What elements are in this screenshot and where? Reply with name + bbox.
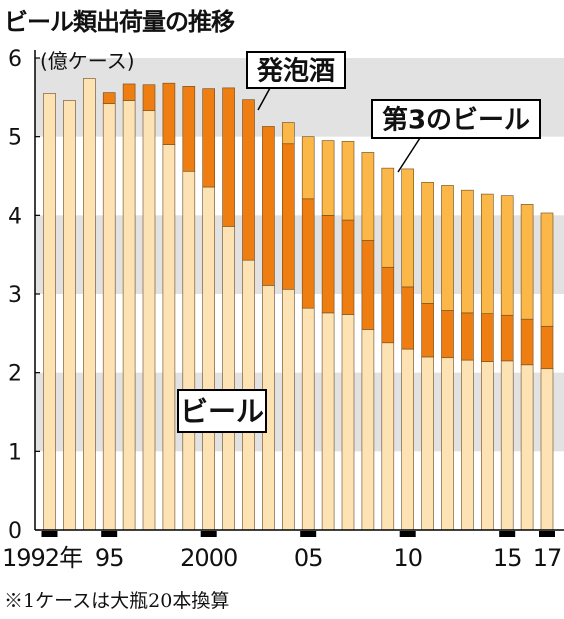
x-tick-label: 10: [393, 544, 422, 572]
bar-beer: [461, 359, 474, 531]
bar-happoshu: [421, 303, 434, 358]
bar-beer: [202, 186, 215, 531]
bar-happoshu: [361, 240, 375, 330]
bar-happoshu: [341, 219, 355, 315]
x-tick-mark: [200, 531, 217, 537]
x-tick-mark: [499, 531, 516, 537]
bar-beer: [162, 144, 176, 531]
x-tick-label: 15: [493, 544, 522, 572]
x-tick-mark: [539, 531, 555, 537]
x-tick-mark: [101, 531, 118, 537]
bar-third-beer: [321, 140, 335, 216]
bar-happoshu: [401, 286, 415, 350]
y-tick-label: 3: [8, 283, 22, 308]
bar-third-beer: [461, 189, 474, 314]
bar-beer: [401, 348, 415, 531]
bar-happoshu: [500, 314, 514, 362]
bar-third-beer: [480, 193, 494, 314]
bar-happoshu: [162, 82, 176, 145]
bar-happoshu: [242, 99, 255, 261]
bar-beer: [540, 368, 554, 531]
footnote: ※1ケースは大瓶20本換算: [4, 590, 230, 612]
beer-series-label: ビール: [180, 395, 264, 428]
y-tick-label: 0: [8, 519, 22, 544]
axis-layer: 0 1 2 3 4 5 6 1992年 95 2000 05 10 15 17: [2, 47, 564, 572]
x-tick-mark: [41, 531, 58, 537]
third-beer-series-label-leader: [397, 137, 421, 173]
beer-series-label-box: [177, 389, 267, 433]
bar-third-beer: [301, 136, 315, 200]
third-beer-series-label-box: [371, 99, 541, 139]
x-tick-label: 2000: [180, 544, 237, 572]
bar-happoshu: [182, 86, 196, 172]
bar-happoshu: [222, 87, 235, 227]
bar-beer: [281, 288, 295, 531]
x-tick-mark: [300, 531, 317, 537]
third-beer-series-label: 第3のビール: [382, 104, 530, 135]
bar-happoshu: [520, 318, 534, 366]
chart-title: ビール類出荷量の推移: [4, 8, 235, 36]
bar-happoshu: [122, 83, 136, 101]
bar-happoshu: [441, 310, 454, 359]
bar-third-beer: [361, 152, 375, 241]
bar-beer: [43, 93, 56, 531]
bar-happoshu: [540, 325, 554, 370]
bars-layer: [43, 78, 554, 531]
y-tick-label: 5: [8, 126, 22, 151]
y-tick-label: 2: [8, 362, 22, 387]
bar-beer: [361, 329, 375, 531]
bar-beer: [102, 103, 116, 531]
bar-beer: [381, 342, 395, 531]
x-tick-label: 95: [95, 544, 124, 572]
y-tick-label: 6: [8, 47, 22, 72]
bar-third-beer: [381, 167, 395, 268]
bar-beer: [222, 226, 235, 531]
x-tick-label: 05: [294, 544, 323, 572]
bar-happoshu: [381, 266, 395, 344]
bar-third-beer: [520, 204, 534, 320]
happoshu-series-label-leader: [257, 87, 271, 111]
x-tick-label: 17: [533, 544, 562, 572]
bar-happoshu: [202, 88, 215, 188]
bar-happoshu: [142, 84, 156, 112]
bar-beer: [122, 100, 136, 531]
bar-third-beer: [401, 168, 415, 288]
y-tick-label: 1: [8, 440, 22, 465]
bar-third-beer: [500, 195, 514, 316]
happoshu-series-label-box: [246, 51, 346, 89]
bar-beer: [142, 110, 156, 531]
bar-beer: [301, 307, 315, 531]
bar-third-beer: [421, 181, 434, 304]
bar-third-beer: [341, 141, 355, 221]
bar-third-beer: [281, 122, 295, 145]
bar-beer: [421, 356, 434, 531]
happoshu-series-label: 発泡酒: [256, 56, 335, 86]
bar-beer: [441, 357, 454, 531]
x-tick-mark: [399, 531, 416, 537]
bar-beer: [341, 314, 355, 531]
bar-happoshu: [102, 92, 116, 104]
bar-third-beer: [441, 185, 454, 311]
bar-third-beer: [540, 212, 554, 327]
bar-beer: [63, 100, 76, 531]
bar-happoshu: [321, 215, 335, 314]
bar-happoshu: [281, 143, 295, 290]
bar-happoshu: [461, 312, 474, 361]
bar-happoshu: [480, 313, 494, 362]
bar-beer: [83, 78, 96, 531]
bar-beer: [321, 312, 335, 531]
bar-beer: [182, 170, 196, 531]
bar-beer: [500, 360, 514, 531]
bar-beer: [520, 364, 534, 531]
bar-beer: [480, 361, 494, 531]
bar-happoshu: [262, 126, 275, 286]
y-axis-unit-label: (億ケース): [40, 49, 135, 73]
x-tick-label: 1992年: [2, 544, 82, 572]
y-tick-label: 4: [8, 204, 22, 229]
bar-happoshu: [301, 198, 315, 309]
